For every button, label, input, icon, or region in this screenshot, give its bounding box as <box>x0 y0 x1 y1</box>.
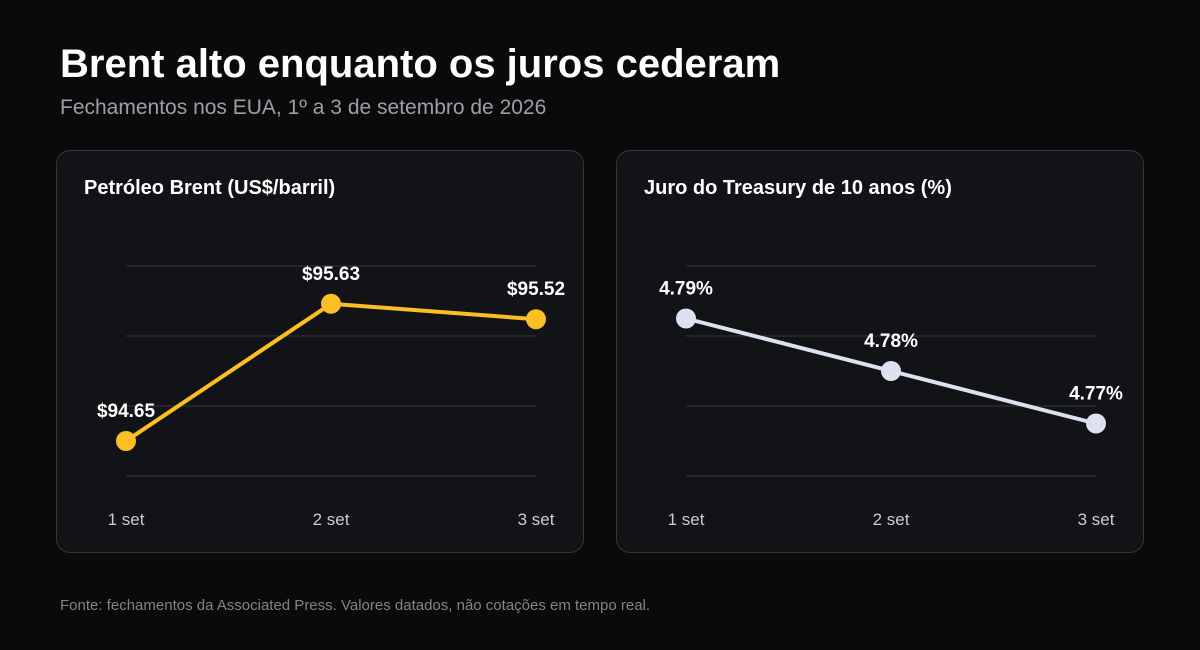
treasury-data-point-1 <box>881 361 901 381</box>
source-note: Fonte: fechamentos da Associated Press. … <box>60 597 651 614</box>
treasury-data-label-0: 4.79% <box>659 279 713 300</box>
brent-data-point-2 <box>526 309 546 330</box>
brent-chart-panel: Petróleo Brent (US$/barril) 1 set 2 set 3 … <box>56 150 584 553</box>
treasury-data-label-1: 4.78% <box>864 331 918 352</box>
brent-data-label-0: $94.65 <box>97 401 156 422</box>
brent-chart-svg: 1 set 2 set 3 set $94.65 $95.63 $95.52 <box>97 264 565 529</box>
treasury-x-tick-label-0: 1 set <box>668 510 705 529</box>
page-title: Brent alto enquanto os juros cederam <box>60 42 781 86</box>
treasury-data-point-2 <box>1086 413 1106 434</box>
treasury-x-tick-label-1: 2 set <box>873 510 910 529</box>
brent-chart-title: Petróleo Brent (US$/barril) <box>84 177 336 199</box>
treasury-data-label-2: 4.77% <box>1069 384 1123 405</box>
treasury-x-tick-label-2: 3 set <box>1078 510 1115 529</box>
brent-x-tick-label-0: 1 set <box>108 510 145 529</box>
brent-x-tick-label-1: 2 set <box>313 510 350 529</box>
treasury-chart-svg: 1 set 2 set 3 set 4.79% 4.78% 4.77% <box>659 265 1123 529</box>
treasury-chart-title: Juro do Treasury de 10 anos (%) <box>644 177 952 199</box>
brent-data-label-1: $95.63 <box>302 264 360 285</box>
treasury-chart-panel: Juro do Treasury de 10 anos (%) 1 set 2 s… <box>616 150 1144 553</box>
brent-series-line <box>124 301 538 443</box>
brent-data-point-1 <box>321 293 341 314</box>
treasury-data-point-0 <box>676 308 696 329</box>
brent-data-point-0 <box>116 431 136 451</box>
page-subtitle: Fechamentos nos EUA, 1º a 3 de setembro … <box>60 96 547 119</box>
brent-x-tick-label-2: 3 set <box>518 510 555 529</box>
brent-data-label-2: $95.52 <box>507 279 565 300</box>
